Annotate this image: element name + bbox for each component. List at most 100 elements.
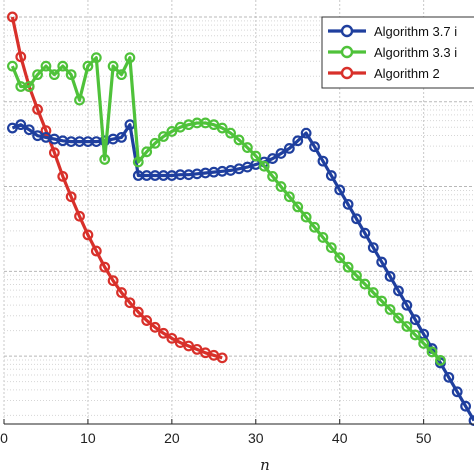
x-tick-label: 30	[248, 430, 264, 446]
data-point	[233, 134, 245, 146]
data-point	[275, 148, 287, 159]
data-point	[57, 170, 69, 182]
data-point	[15, 51, 27, 63]
legend-swatch-marker	[340, 66, 354, 80]
data-point	[90, 245, 102, 257]
series-layer	[6, 11, 474, 427]
data-point	[57, 60, 69, 72]
data-point	[48, 147, 60, 159]
series-0	[6, 119, 474, 427]
data-point	[166, 332, 178, 344]
data-point	[342, 198, 354, 210]
data-point	[149, 137, 161, 149]
data-point	[460, 400, 472, 412]
data-point	[283, 142, 295, 154]
data-point	[359, 227, 371, 239]
data-point	[90, 52, 102, 64]
data-point	[451, 386, 463, 398]
data-point	[342, 261, 354, 273]
data-point	[367, 287, 379, 298]
data-point	[149, 321, 161, 333]
data-point	[309, 221, 320, 233]
data-point	[65, 191, 77, 203]
data-point	[325, 242, 337, 254]
series-1	[6, 52, 446, 366]
data-point	[401, 299, 413, 311]
data-point	[334, 184, 346, 196]
data-point	[158, 327, 169, 339]
data-point	[376, 256, 388, 268]
data-point	[225, 127, 237, 139]
data-point	[267, 170, 278, 182]
legend-label: Algorithm 3.7 i	[374, 24, 457, 39]
data-point	[443, 371, 455, 383]
data-point	[132, 306, 144, 318]
data-point	[48, 69, 60, 81]
data-point	[141, 315, 153, 326]
data-point	[393, 312, 404, 324]
legend-swatch-marker	[340, 24, 354, 38]
data-point	[376, 295, 388, 307]
data-point	[23, 81, 35, 92]
legend-label: Algorithm 2	[374, 66, 440, 81]
data-point	[367, 242, 379, 254]
data-point	[334, 252, 346, 264]
data-point	[116, 69, 127, 81]
legend-item: Algorithm 3.7 i	[328, 24, 457, 39]
data-point	[468, 415, 474, 427]
data-point	[267, 153, 278, 164]
data-point	[351, 213, 362, 225]
data-point	[300, 127, 312, 139]
data-point	[40, 60, 52, 72]
data-point	[74, 94, 85, 106]
data-point	[82, 60, 94, 72]
data-point	[359, 278, 371, 290]
data-point	[283, 191, 295, 203]
data-point	[216, 352, 228, 364]
data-point	[99, 154, 111, 165]
legend: Algorithm 3.7 i Algorithm 3.3 i Algorithm …	[321, 16, 474, 89]
data-point	[393, 285, 404, 297]
data-point	[74, 210, 85, 222]
data-point	[107, 275, 119, 287]
data-point	[292, 135, 304, 147]
x-tick-label: 10	[80, 430, 96, 446]
x-axis-label: n	[260, 456, 270, 474]
data-point	[258, 160, 270, 172]
data-point	[82, 229, 94, 241]
data-point	[401, 321, 413, 332]
data-point	[325, 170, 337, 181]
data-point	[317, 232, 329, 243]
data-point	[107, 60, 119, 72]
data-point	[40, 125, 52, 136]
data-point	[166, 126, 178, 137]
data-point	[124, 52, 136, 64]
data-point	[116, 131, 127, 143]
data-point	[23, 124, 35, 136]
data-point	[132, 156, 144, 168]
data-point	[32, 69, 43, 81]
data-point	[99, 261, 111, 273]
data-point	[384, 304, 396, 315]
data-point	[426, 346, 438, 358]
x-tick-label: 40	[332, 430, 348, 446]
data-point	[409, 329, 421, 341]
x-tick-label: 20	[164, 430, 180, 446]
x-tick-label: 0	[0, 430, 8, 446]
data-point	[309, 141, 320, 153]
data-point	[15, 119, 27, 131]
data-point	[317, 155, 329, 167]
data-point	[124, 297, 136, 309]
data-point	[141, 146, 153, 158]
data-point	[6, 11, 18, 23]
data-point	[292, 201, 304, 213]
data-point	[6, 60, 18, 72]
legend-label: Algorithm 3.3 i	[374, 45, 457, 60]
x-axis-ticks: 0 10 20 30 40 50	[0, 419, 432, 446]
data-point	[275, 181, 287, 192]
data-point	[418, 338, 430, 349]
data-point	[116, 287, 127, 298]
data-point	[158, 131, 169, 142]
data-point	[300, 211, 312, 223]
